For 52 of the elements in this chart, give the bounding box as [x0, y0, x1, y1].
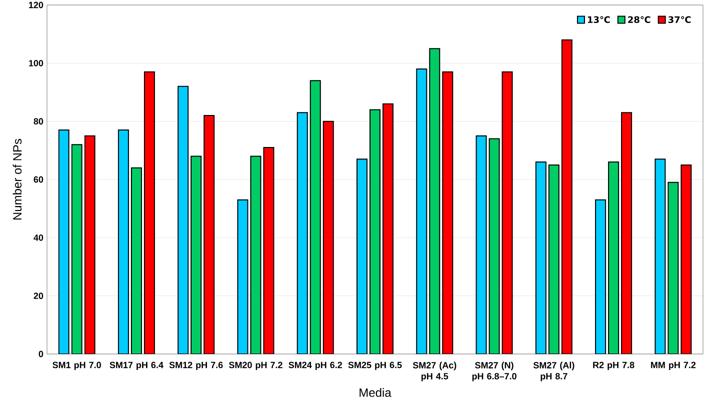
bar	[263, 147, 274, 354]
bar	[296, 112, 308, 354]
bar	[71, 144, 82, 354]
bar	[654, 158, 666, 354]
y-axis-title: Number of NPs	[12, 138, 22, 220]
bar	[608, 162, 620, 354]
bar	[84, 135, 96, 354]
x-tick-label: SM27 (N) pH 6.8–7.0	[472, 362, 516, 382]
x-tick-label: R2 pH 7.8	[593, 362, 634, 370]
bar	[310, 80, 321, 354]
y-tick-label: 40	[34, 234, 44, 241]
bar	[322, 120, 334, 354]
x-tick-label: SM24 pH 6.2	[288, 362, 342, 370]
bar	[502, 71, 513, 354]
bar	[370, 109, 381, 354]
bar	[535, 162, 546, 354]
legend-label: 37℃	[668, 16, 691, 24]
bar	[680, 164, 692, 354]
bar	[548, 164, 560, 354]
x-tick-label: SM20 pH 7.2	[228, 362, 282, 370]
bar	[429, 48, 440, 354]
bar	[621, 112, 632, 354]
y-tick-label: 100	[29, 60, 44, 66]
x-axis-title: Media	[360, 388, 392, 397]
legend-label: 28℃	[628, 16, 650, 24]
x-tick-label: SM27 (Ac) pH 4.5	[412, 362, 456, 382]
bar	[190, 156, 202, 354]
x-tick-label: SM1 pH 7.0	[52, 362, 101, 370]
x-tick-label: SM17 pH 6.4	[110, 362, 164, 370]
y-tick-label: 80	[34, 118, 44, 125]
bar	[442, 71, 454, 354]
y-tick-label: 20	[34, 292, 44, 300]
x-tick-label: SM27 (Al) pH 8.7	[533, 362, 574, 382]
x-tick-label: SM12 pH 7.6	[169, 362, 223, 370]
bar	[561, 39, 572, 354]
bar	[416, 68, 428, 354]
bar	[356, 158, 368, 354]
y-tick-label: 0	[38, 350, 44, 358]
bar	[382, 103, 394, 354]
bar	[118, 130, 129, 354]
bar	[58, 130, 70, 354]
bar	[204, 115, 215, 354]
x-tick-label: MM pH 7.2	[651, 362, 696, 370]
bar	[250, 156, 262, 354]
bar	[476, 135, 487, 354]
legend-label: 13℃	[588, 16, 610, 24]
bar	[178, 86, 189, 354]
bar	[144, 71, 155, 354]
x-tick-label: SM25 pH 6.5	[348, 362, 402, 370]
bar	[488, 138, 500, 354]
y-tick-label: 120	[29, 2, 44, 8]
y-tick-label: 60	[34, 176, 44, 183]
